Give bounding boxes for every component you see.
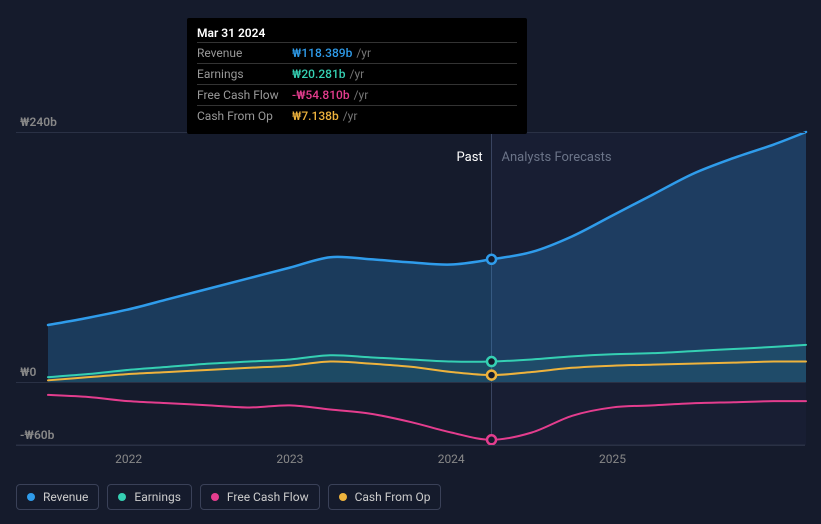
legend-dot-icon: [211, 493, 219, 501]
gridline: [16, 382, 805, 383]
legend-label: Free Cash Flow: [227, 490, 309, 504]
section-label-forecast: Analysts Forecasts: [502, 150, 612, 165]
legend-label: Earnings: [134, 490, 181, 504]
x-axis-label: 2025: [599, 452, 626, 466]
chart-tooltip: Mar 31 2024Revenue₩118.389b/yrEarnings₩2…: [187, 18, 527, 134]
chart-legend: Revenue Earnings Free Cash Flow Cash From O…: [16, 484, 441, 510]
legend-item-cash_from_op[interactable]: Cash From Op: [328, 484, 442, 510]
x-axis-label: 2024: [438, 452, 465, 466]
section-label-past: Past: [457, 150, 483, 165]
tooltip-row: Cash From Op₩7.138b/yr: [197, 105, 517, 126]
gridline: [16, 445, 805, 446]
y-axis-label: ₩240b: [20, 115, 57, 129]
tooltip-value: ₩20.281b: [292, 67, 346, 81]
tooltip-unit: /yr: [343, 109, 358, 123]
tooltip-value: ₩118.389b: [292, 46, 352, 60]
tooltip-unit: /yr: [356, 46, 371, 60]
legend-label: Cash From Op: [355, 490, 431, 504]
y-axis-label: ₩0: [20, 365, 36, 379]
legend-dot-icon: [27, 493, 35, 501]
tooltip-row: Earnings₩20.281b/yr: [197, 63, 517, 84]
tooltip-row: Free Cash Flow-₩54.810b/yr: [197, 84, 517, 105]
tooltip-date: Mar 31 2024: [197, 26, 517, 42]
legend-item-fcf[interactable]: Free Cash Flow: [200, 484, 320, 510]
tooltip-row: Revenue₩118.389b/yr: [197, 42, 517, 63]
legend-dot-icon: [118, 493, 126, 501]
legend-item-revenue[interactable]: Revenue: [16, 484, 99, 510]
tooltip-value: ₩7.138b: [292, 109, 339, 123]
x-axis-label: 2023: [276, 452, 303, 466]
tooltip-label: Earnings: [197, 67, 292, 81]
legend-item-earnings[interactable]: Earnings: [107, 484, 192, 510]
tooltip-label: Revenue: [197, 46, 292, 60]
x-axis-label: 2022: [115, 452, 142, 466]
legend-dot-icon: [339, 493, 347, 501]
tooltip-unit: /yr: [350, 67, 365, 81]
y-axis-label: -₩60b: [20, 428, 54, 442]
tooltip-label: Cash From Op: [197, 109, 292, 123]
tooltip-label: Free Cash Flow: [197, 88, 292, 102]
tooltip-value: -₩54.810b: [292, 88, 350, 102]
legend-label: Revenue: [43, 490, 88, 504]
tooltip-unit: /yr: [354, 88, 369, 102]
